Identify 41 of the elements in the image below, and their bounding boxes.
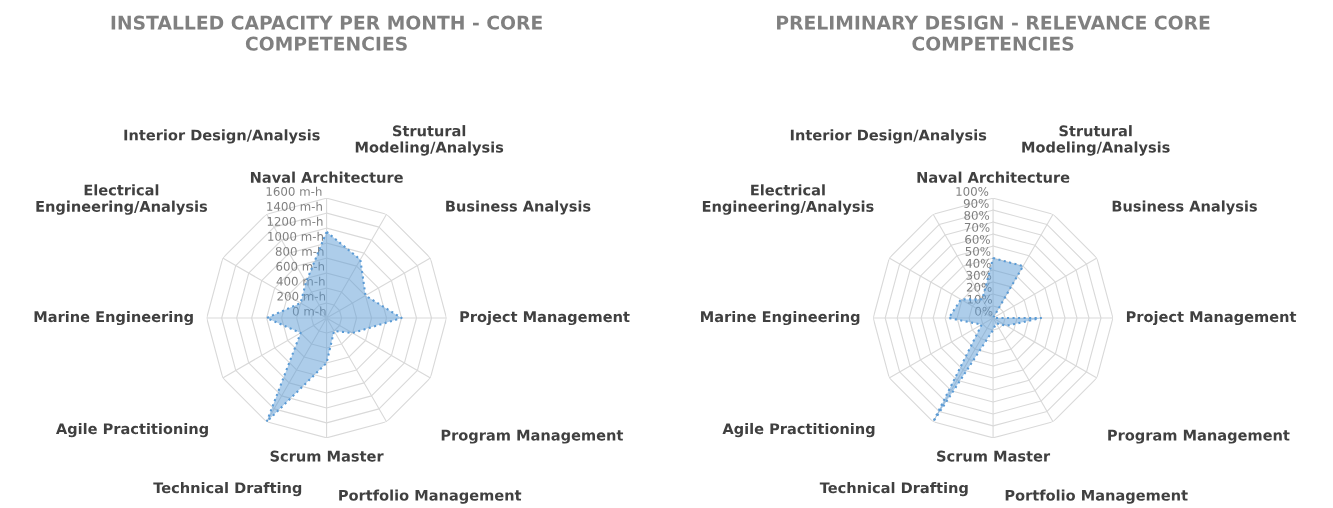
- spoke-label: Strutural Modeling/Analysis: [355, 125, 504, 156]
- y-tick-label: 1600 m-h: [266, 186, 322, 196]
- y-tick-label: 1000 m-h: [268, 231, 323, 241]
- y-tick-label: 40%: [965, 258, 991, 268]
- spoke-label: Program Management: [441, 429, 624, 444]
- spoke-label: Electrical Engineering/Analysis: [702, 184, 874, 215]
- spoke-label: Project Management: [1126, 310, 1297, 326]
- y-tick-label: 80%: [964, 210, 990, 220]
- y-tick-label: 1400 m-h: [267, 201, 322, 211]
- y-tick-label: 60%: [965, 234, 990, 244]
- spoke-label: Technical Drafting: [153, 481, 302, 497]
- spoke-label: Program Management: [1108, 429, 1290, 444]
- spoke-label: Scrum Master: [937, 450, 1051, 462]
- spoke-label: Marine Engineering: [34, 310, 193, 326]
- spoke-label: Naval Architecture: [917, 171, 1070, 183]
- chart-title: INSTALLED CAPACITY PER MONTH - CORE COMPETENCIES: [111, 15, 542, 51]
- y-tick-label: 50%: [965, 246, 991, 256]
- y-tick-label: 90%: [963, 198, 989, 208]
- spoke-label: Project Management: [460, 310, 630, 326]
- y-tick-label: 200 m-h: [277, 291, 326, 301]
- y-tick-label: 70%: [964, 222, 990, 232]
- y-tick-label: 100%: [956, 186, 989, 196]
- spoke-label: Interior Design/Analysis: [790, 129, 987, 144]
- spoke-label: Agile Practitioning: [55, 422, 208, 438]
- spoke-label: Scrum Master: [270, 450, 384, 462]
- spoke-label: Portfolio Management: [1005, 489, 1188, 504]
- y-tick-label: 10%: [967, 294, 993, 304]
- y-tick-label: 1200 m-h: [267, 216, 323, 226]
- chart-title: PRELIMINARY DESIGN - RELEVANCE CORE COMPETENCIES: [777, 15, 1210, 51]
- spoke-label: Business Analysis: [446, 200, 591, 215]
- spoke-label: Electrical Engineering/Analysis: [36, 184, 208, 215]
- spoke-label: Strutural Modeling/Analysis: [1022, 125, 1170, 156]
- spoke-label: Technical Drafting: [819, 481, 968, 497]
- y-tick-label: 0 m-h: [292, 306, 326, 316]
- spoke-label: Business Analysis: [1112, 200, 1257, 215]
- spoke-label: Naval Architecture: [250, 171, 403, 183]
- spoke-label: Portfolio Management: [339, 489, 522, 504]
- spoke-label: Marine Engineering: [701, 310, 860, 326]
- spoke-label: Interior Design/Analysis: [124, 129, 320, 144]
- y-tick-label: 0%: [975, 306, 993, 316]
- spoke-label: Agile Practitioning: [722, 422, 875, 438]
